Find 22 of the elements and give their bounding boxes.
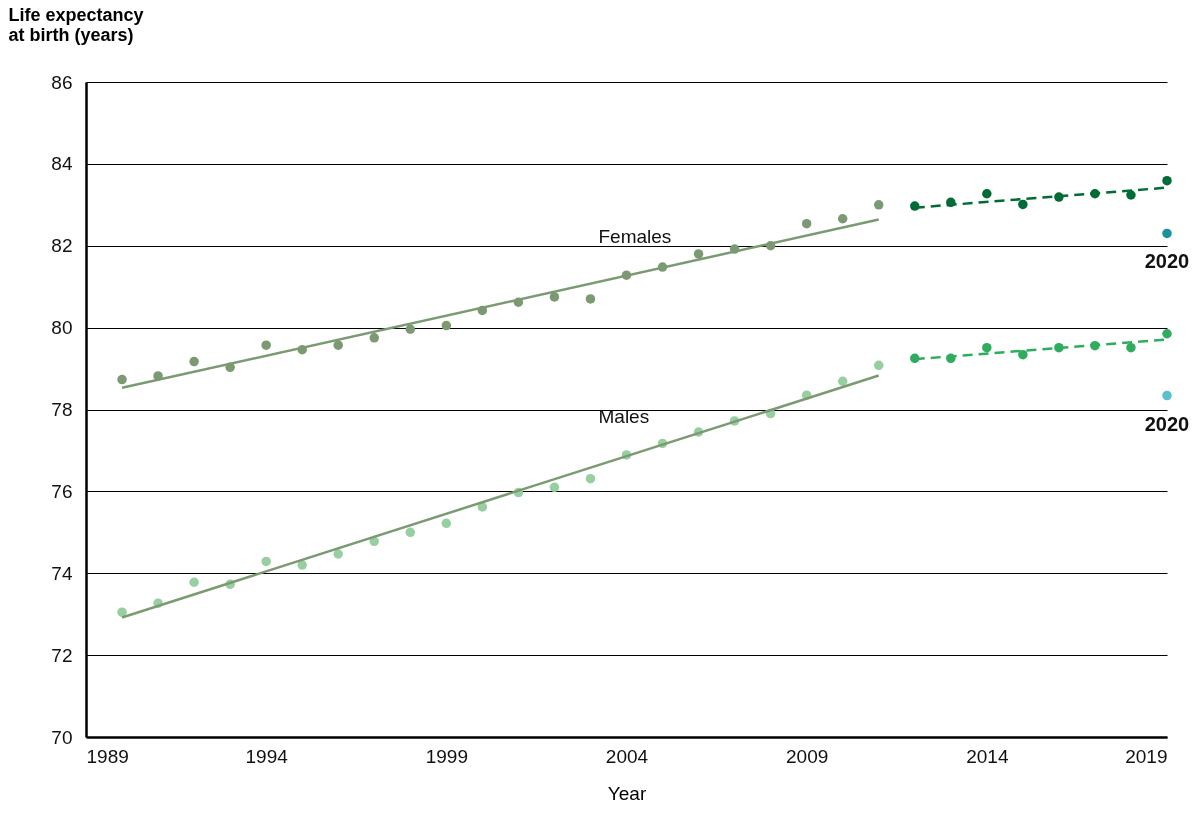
y-tick-label: 84 <box>51 153 73 175</box>
annotation: 2020 <box>1144 412 1190 435</box>
x-tick-label: 1994 <box>245 745 289 767</box>
y-tick-label: 78 <box>51 399 73 420</box>
y-tick-label: 74 <box>51 562 73 584</box>
series-label: Males <box>598 405 650 427</box>
y-tick-label: 86 <box>51 71 73 93</box>
x-tick-label: 2014 <box>966 745 1009 767</box>
x-tick-label: 1989 <box>86 745 129 767</box>
y-axis-title: Life expectancy at birth (years) <box>8 4 144 45</box>
x-tick-label: 2004 <box>605 745 649 767</box>
x-tick-label: 2019 <box>1125 745 1168 767</box>
y-tick-label: 82 <box>51 235 73 257</box>
annotation: 2020 <box>1144 250 1190 273</box>
y-tick-label: 72 <box>51 644 73 666</box>
series-label: Females <box>598 226 672 248</box>
x-axis-title: Year <box>607 782 647 804</box>
y-tick-label: 76 <box>51 480 73 502</box>
y-tick-label: 80 <box>51 317 73 339</box>
x-tick-label: 2009 <box>786 745 829 767</box>
x-tick-label: 1999 <box>425 745 468 767</box>
y-tick-label: 70 <box>51 726 73 748</box>
